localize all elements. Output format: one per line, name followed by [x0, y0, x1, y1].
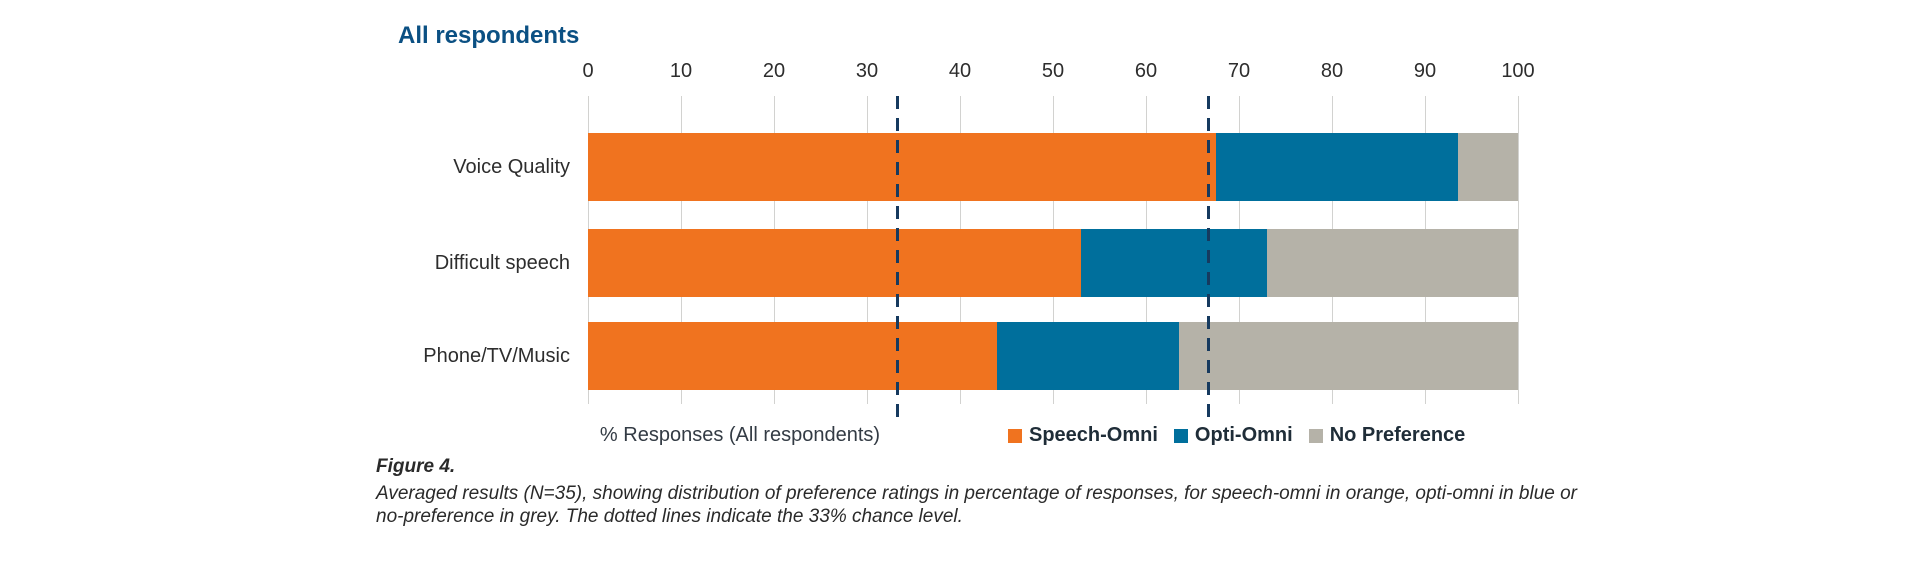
legend-item-speech-omni: Speech-Omni	[1008, 424, 1158, 447]
category-label-voice-quality: Voice Quality	[453, 156, 570, 178]
caption-label: Figure 4.	[376, 456, 456, 477]
legend-label-opti-omni: Opti-Omni	[1194, 424, 1293, 446]
chance-line-33	[895, 96, 900, 418]
legend-swatch-opti-omni	[1173, 428, 1188, 443]
bar-segment-phone-tv-music-speech-omni	[588, 322, 998, 390]
bar-segment-voice-quality-opti-omni	[1215, 133, 1458, 201]
legend-label-no-preference: No Preference	[1329, 424, 1466, 446]
bar-segment-voice-quality-no-preference	[1457, 133, 1518, 201]
legend-item-no-preference: No Preference	[1308, 424, 1466, 447]
bar-row-voice-quality	[588, 133, 1518, 201]
x-tick-label-90: 90	[1413, 60, 1437, 82]
chart-title: All respondents	[398, 22, 580, 49]
bar-segment-difficult-speech-no-preference	[1266, 229, 1518, 297]
legend-swatch-no-preference	[1308, 428, 1323, 443]
x-tick-label-60: 60	[1134, 60, 1158, 82]
bar-segment-difficult-speech-opti-omni	[1080, 229, 1267, 297]
figure-caption: Figure 4. Averaged results (N=35), showi…	[376, 456, 1577, 528]
legend: Speech-Omni Opti-Omni No Preference	[1008, 424, 1465, 447]
x-tick-label-80: 80	[1320, 60, 1344, 82]
x-axis-label: % Responses (All respondents)	[599, 424, 881, 446]
x-tick-label-50: 50	[1041, 60, 1065, 82]
category-label-phone-tv-music: Phone/TV/Music	[423, 345, 570, 367]
x-tick-label-100: 100	[1501, 60, 1535, 82]
plot-area: 0 10 20 30 40 50 60 70 80 90 100	[582, 60, 1535, 418]
legend-label-speech-omni: Speech-Omni	[1029, 424, 1158, 446]
category-label-difficult-speech: Difficult speech	[434, 252, 570, 274]
bar-segment-voice-quality-speech-omni	[588, 133, 1216, 201]
x-tick-label-0: 0	[582, 60, 594, 82]
chance-line-67	[1206, 96, 1211, 418]
x-tick-label-70: 70	[1227, 60, 1251, 82]
bar-segment-phone-tv-music-opti-omni	[997, 322, 1179, 390]
gridline-100	[1518, 96, 1519, 404]
x-tick-label-10: 10	[669, 60, 693, 82]
bar-row-phone-tv-music	[588, 322, 1518, 390]
x-tick-label-20: 20	[762, 60, 786, 82]
caption-line-1: Averaged results (N=35), showing distrib…	[376, 483, 1578, 504]
bar-segment-difficult-speech-speech-omni	[588, 229, 1081, 297]
bar-segment-phone-tv-music-no-preference	[1178, 322, 1518, 390]
legend-item-opti-omni: Opti-Omni	[1173, 424, 1293, 447]
legend-swatch-speech-omni	[1008, 428, 1022, 443]
caption-line-2: no-preference in grey. The dotted lines …	[376, 506, 963, 527]
x-tick-label-40: 40	[948, 60, 972, 82]
x-tick-label-30: 30	[855, 60, 879, 82]
bar-row-difficult-speech	[588, 229, 1518, 297]
